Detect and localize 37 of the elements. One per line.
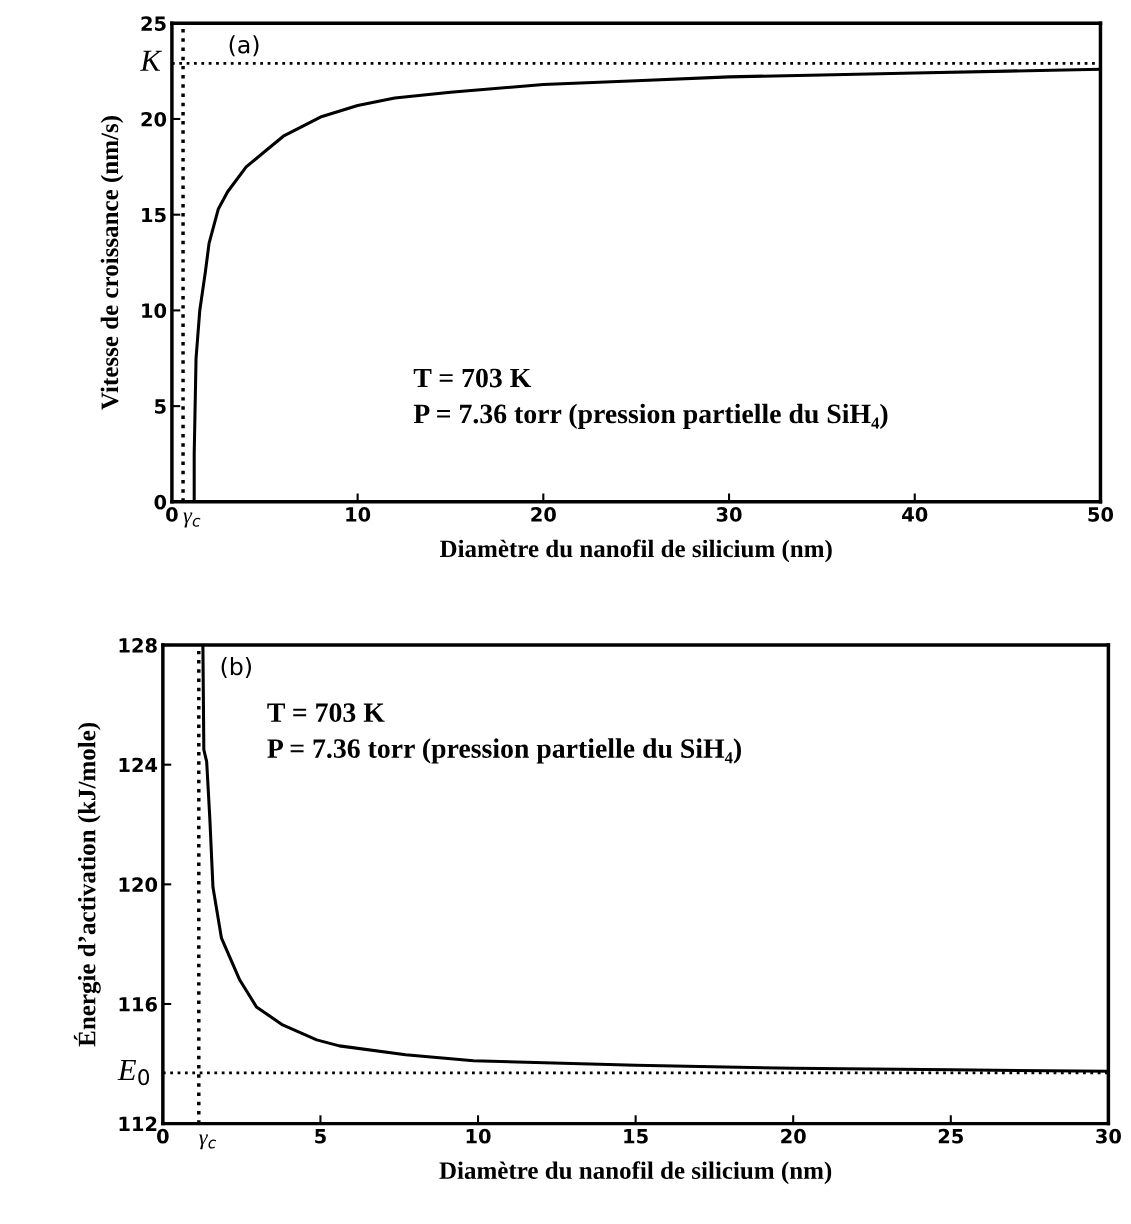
y-tick-label: 116: [119, 996, 157, 1012]
annotation: P = 7.36 torr (pression partielle du SiH₄): [267, 738, 741, 764]
y-tick-label: 124: [119, 757, 158, 773]
y-tick-label: 20: [141, 111, 167, 127]
ref-line-label: E$_{0}$: [117, 1059, 150, 1086]
x-tick-label: 5: [315, 1129, 326, 1144]
x-axis-title: Diamètre du nanofil de silicium (nm): [439, 1161, 832, 1185]
y-tick-label: 25: [141, 16, 166, 31]
x-tick-label: 30: [716, 507, 742, 522]
y-tick-label: 0: [154, 494, 167, 510]
x-tick-label: 15: [624, 1129, 648, 1144]
ref-line-label: γ$_{c}$: [199, 1134, 217, 1150]
ref-line-label: K: [140, 50, 163, 71]
y-tick-label: 120: [119, 877, 158, 892]
y-tick-label: 10: [142, 303, 167, 319]
x-tick-label: 10: [346, 507, 371, 522]
x-tick-label: 50: [1088, 507, 1114, 522]
x-tick-label: 10: [466, 1128, 491, 1144]
annotation: P = 7.36 torr (pression partielle du SiH₄): [413, 403, 888, 429]
x-tick-label: 25: [938, 1128, 963, 1144]
y-axis-title: Vitesse de croissance (nm/s): [100, 116, 124, 410]
annotation: T = 703 K: [413, 368, 532, 388]
y-tick-label: 112: [119, 1116, 157, 1132]
x-tick-label: 40: [902, 507, 928, 522]
y-tick-label: 128: [119, 638, 157, 653]
annotation: T = 703 K: [267, 703, 385, 723]
y-tick-label: 5: [155, 399, 166, 414]
x-tick-label: 20: [781, 1128, 806, 1144]
x-tick-label: 20: [531, 507, 556, 522]
ref-line-label: γ$_{c}$: [183, 512, 201, 528]
y-axis-title: Énergie d’activation (kJ/mole): [73, 722, 101, 1047]
x-axis-title: Diamètre du nanofil de silicium (nm): [439, 539, 832, 563]
y-tick-label: 15: [142, 207, 166, 223]
x-tick-label: 0: [166, 507, 178, 522]
annotation: (a): [229, 35, 259, 57]
x-tick-label: 30: [1096, 1128, 1121, 1144]
annotation: (b): [221, 657, 251, 679]
